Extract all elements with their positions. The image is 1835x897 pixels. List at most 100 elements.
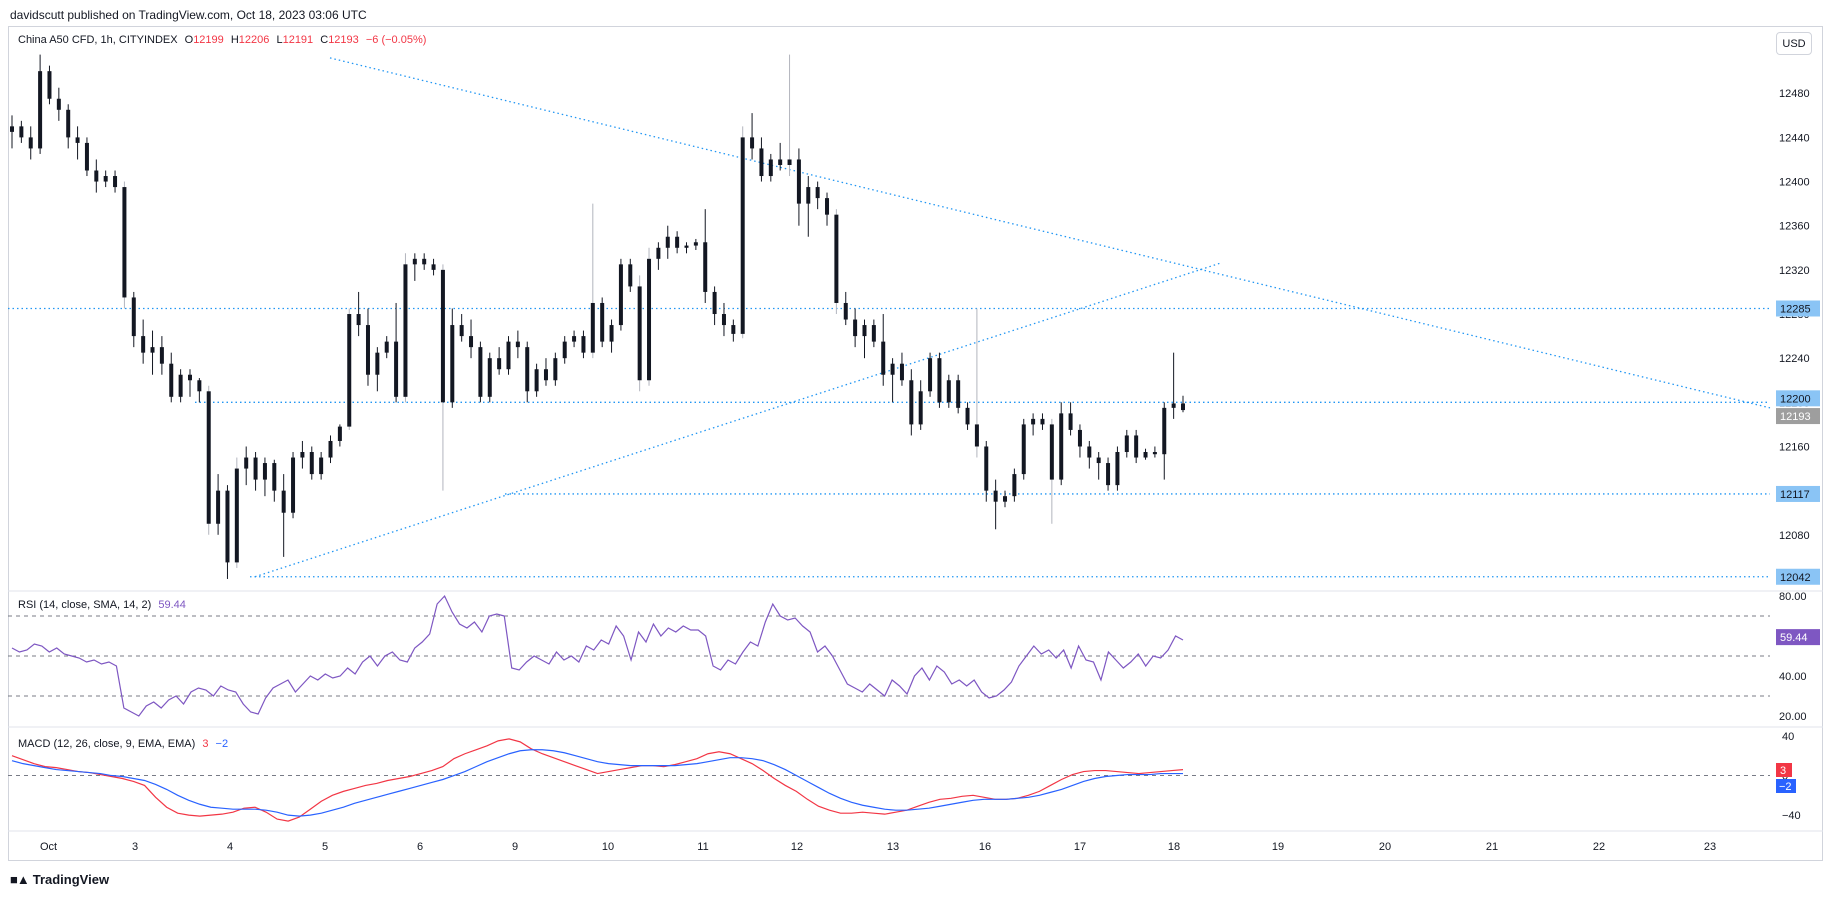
rsi-pane xyxy=(8,594,1770,717)
macd-legend: MACD (12, 26, close, 9, EMA, EMA) 3 −2 xyxy=(18,738,232,750)
candle-body xyxy=(796,159,801,204)
low-value: 12191 xyxy=(282,34,314,46)
candle-body xyxy=(225,490,230,563)
candle-body xyxy=(197,380,202,392)
price-label-bg xyxy=(1776,485,1820,502)
candle-body xyxy=(1040,418,1045,425)
candle-body xyxy=(881,341,886,375)
open-label: O xyxy=(184,34,194,46)
candle-body xyxy=(253,457,258,480)
candle-body xyxy=(806,187,811,204)
candle-body xyxy=(450,325,455,403)
candle-body xyxy=(1115,452,1120,486)
trendline xyxy=(254,262,1221,578)
candle-body xyxy=(291,457,296,513)
candle-body xyxy=(834,214,839,303)
candle-body xyxy=(590,302,595,353)
candle-body xyxy=(815,187,820,199)
candle-body xyxy=(918,391,923,425)
candle-body xyxy=(319,457,324,475)
candle-body xyxy=(1059,413,1064,480)
price-pane xyxy=(8,54,1771,579)
signal-value-label-bg xyxy=(1776,779,1796,793)
candle-body xyxy=(431,264,436,270)
candle-body xyxy=(740,137,745,334)
y-tick-label: 12360 xyxy=(1779,221,1810,233)
price-label: 12285 xyxy=(1780,304,1811,316)
candle-body xyxy=(28,137,33,149)
tradingview-logo-icon: ■▲ xyxy=(10,872,30,887)
candle-body xyxy=(1012,474,1017,497)
candle-body xyxy=(759,148,764,177)
y-tick-label: 12400 xyxy=(1779,177,1810,189)
candle-body xyxy=(103,176,108,182)
candle-body xyxy=(19,126,24,138)
candle-body xyxy=(365,325,370,375)
x-tick-label: 11 xyxy=(697,841,708,853)
candle-body xyxy=(956,380,961,408)
candle-body xyxy=(750,137,755,149)
candle-body xyxy=(825,198,830,215)
candle-body xyxy=(899,363,904,381)
candle-body xyxy=(1134,435,1139,458)
candle-body xyxy=(487,358,492,397)
rsi-tick-label: 20.00 xyxy=(1779,711,1807,723)
candle-body xyxy=(141,336,146,353)
candle-body xyxy=(328,440,333,458)
candle-body xyxy=(543,369,548,381)
candle-body xyxy=(572,336,577,342)
macd-value-label: 3 xyxy=(1780,765,1786,777)
y-tick-label: 12160 xyxy=(1779,441,1810,453)
currency-button[interactable]: USD xyxy=(1776,32,1812,55)
attribution: davidscutt published on TradingView.com,… xyxy=(10,8,367,22)
candle-body xyxy=(515,341,520,348)
candle-body xyxy=(10,126,14,132)
candle-body xyxy=(675,236,680,248)
candle-body xyxy=(478,347,483,397)
rsi-legend: RSI (14, close, SMA, 14, 2) 59.44 xyxy=(18,599,190,611)
macd-tick-label: −40 xyxy=(1782,810,1801,822)
rsi-value-label-bg xyxy=(1776,629,1820,646)
candle-body xyxy=(787,159,792,165)
candle-body xyxy=(1087,446,1092,458)
signal-value: −2 xyxy=(215,738,229,750)
x-tick-label: 13 xyxy=(887,841,899,853)
tradingview-logo[interactable]: ■▲ TradingView xyxy=(10,872,109,887)
candle-body xyxy=(497,358,502,370)
candle-body xyxy=(84,142,89,171)
candle-body xyxy=(300,452,305,458)
candle-body xyxy=(159,347,164,364)
candle-body xyxy=(656,247,661,259)
x-tick-label: 16 xyxy=(979,841,991,853)
candle-body xyxy=(1124,435,1129,453)
price-label-bg xyxy=(1776,390,1820,407)
x-tick-label: 22 xyxy=(1593,841,1605,853)
rsi-title: RSI (14, close, SMA, 14, 2) xyxy=(18,599,152,611)
rsi-tick-label: 40.00 xyxy=(1779,671,1807,683)
symbol-legend: China A50 CFD, 1h, CITYINDEX O12199 H122… xyxy=(18,34,430,46)
candle-body xyxy=(394,341,399,397)
candle-body xyxy=(262,463,267,480)
candle-body xyxy=(984,446,989,491)
tradingview-brand: TradingView xyxy=(32,872,110,887)
x-tick-label: 20 xyxy=(1379,841,1391,853)
x-tick-label: 21 xyxy=(1486,841,1498,853)
candle-body xyxy=(1106,463,1111,486)
y-tick-label: 12080 xyxy=(1779,530,1810,542)
open-value: 12199 xyxy=(193,34,224,46)
candle-body xyxy=(909,380,914,425)
candle-body xyxy=(525,347,530,392)
candle-body xyxy=(281,490,286,513)
candle-body xyxy=(731,325,736,334)
candle-body xyxy=(1096,457,1101,464)
candle-body xyxy=(684,245,689,248)
y-tick-label: 12320 xyxy=(1779,265,1810,277)
candle-body xyxy=(600,302,605,342)
x-tick-label: 12 xyxy=(791,841,803,853)
candle-body xyxy=(216,490,221,524)
candle-body xyxy=(1171,403,1176,408)
candle-body xyxy=(47,71,52,99)
x-tick-label: Oct xyxy=(40,841,57,853)
candle-body xyxy=(618,264,623,326)
